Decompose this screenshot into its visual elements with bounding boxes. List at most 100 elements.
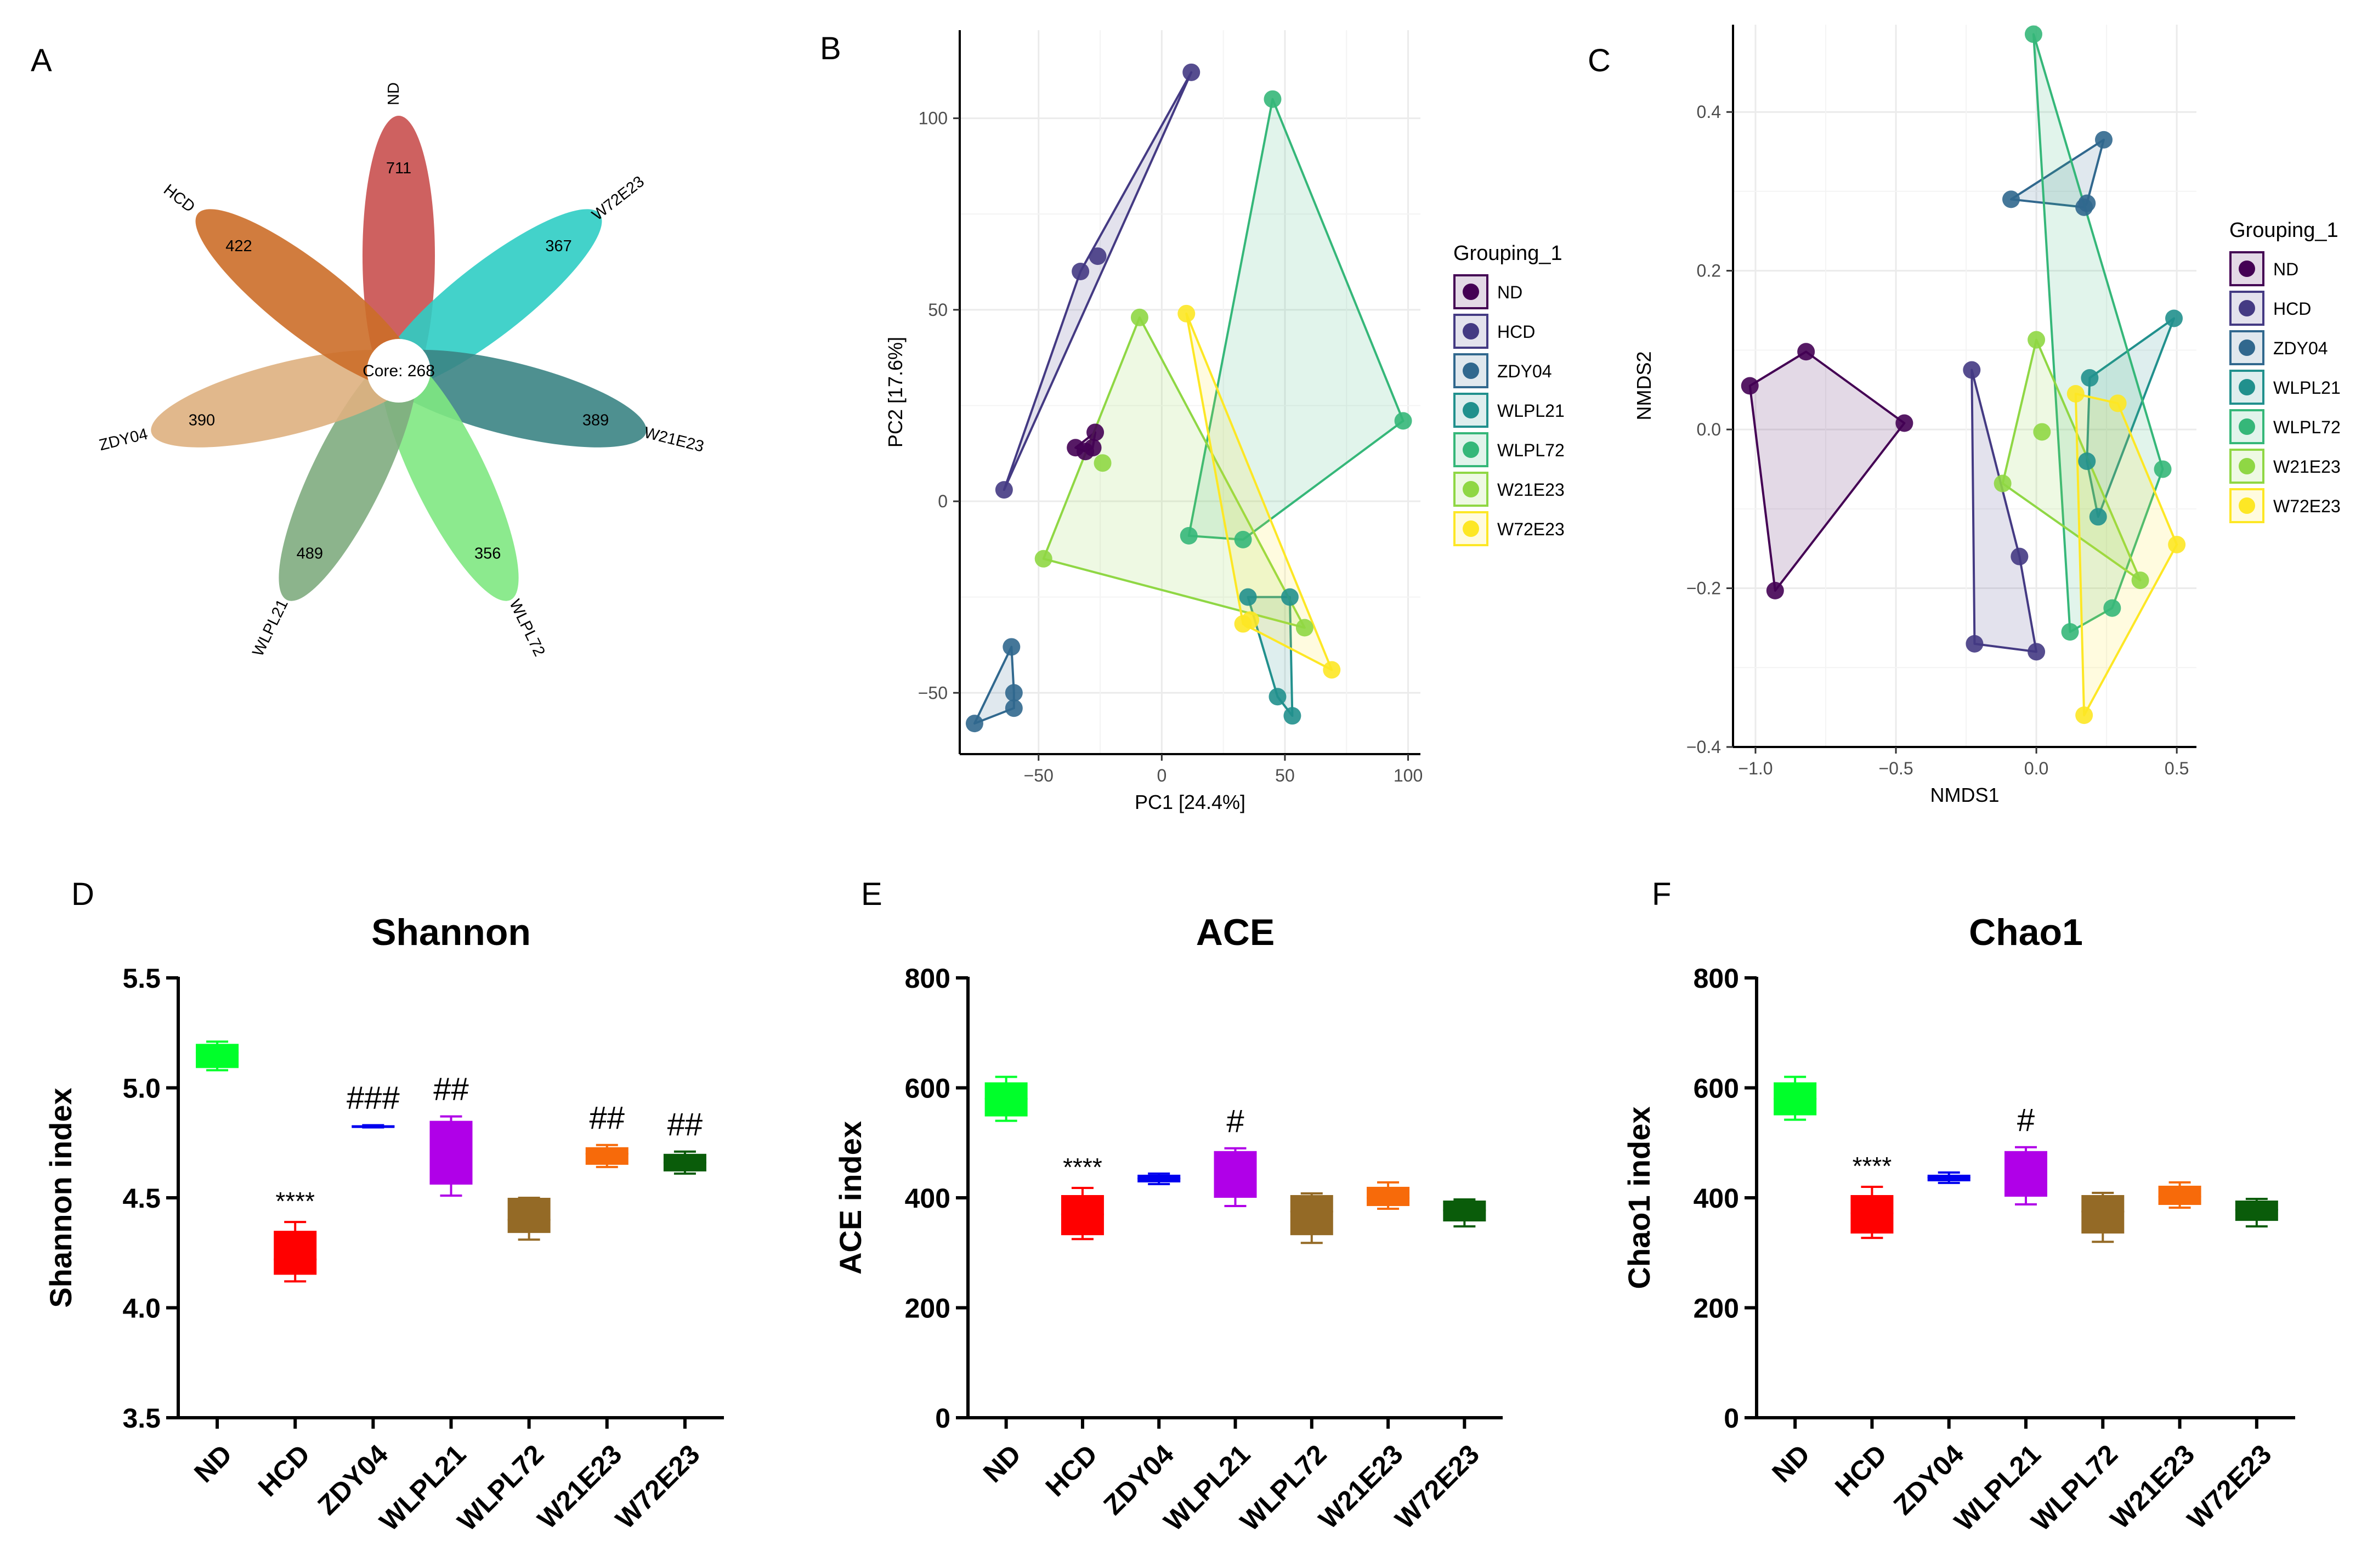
nmds-legend-label-w21e23: W21E23 (2273, 457, 2341, 477)
pca-point-wlpl72 (1264, 90, 1282, 108)
ace-box-wlpl21 (1214, 1151, 1257, 1198)
nmds-legend-dot-w72e23 (2239, 497, 2255, 514)
chao1-y-tick-label: 600 (1694, 1073, 1739, 1104)
venn-count-wlpl21: 489 (297, 545, 323, 563)
ace-box-w21e23 (1367, 1186, 1410, 1207)
pca-x-label: PC1 [24.4%] (1135, 791, 1245, 813)
pca-legend-label-w72e23: W72E23 (1497, 519, 1565, 539)
nmds-point-hcd (2028, 643, 2046, 661)
ace-annotation-wlpl21: # (1226, 1103, 1244, 1139)
pca-point-wlpl72 (1180, 527, 1198, 545)
pca-legend-title: Grouping_1 (1453, 242, 1562, 265)
pca-x-tick-label: 100 (1394, 766, 1423, 785)
nmds-point-wlpl21 (2078, 452, 2096, 470)
shannon-title: Shannon (371, 912, 531, 953)
venn-core-label: Core: 268 (363, 362, 435, 380)
pca-y-tick-label: −50 (918, 683, 948, 703)
pca-point-hcd (1182, 63, 1201, 81)
nmds-point-w72e23 (2075, 706, 2093, 724)
pca-legend-dot-w21e23 (1463, 481, 1479, 497)
shannon-annotation-zdy04: ### (347, 1080, 400, 1116)
pca-hull-w72e23 (1185, 312, 1333, 671)
nmds-point-nd (1741, 377, 1759, 395)
nmds-legend-dot-zdy04 (2239, 339, 2255, 356)
pca-point-wlpl21 (1269, 688, 1287, 706)
pca-point-wlpl21 (1283, 707, 1301, 725)
pca-legend-key-zdy04 (1453, 353, 1488, 388)
pca-legend-label-wlpl21: WLPL21 (1497, 401, 1565, 421)
ace-x-tick-label-nd: ND (977, 1439, 1027, 1488)
nmds-point-nd (1797, 343, 1815, 361)
nmds-legend-label-nd: ND (2273, 259, 2298, 279)
pca-y-tick-label: 100 (919, 109, 948, 128)
nmds-y-tick-label: 0.4 (1697, 102, 1721, 122)
shannon-x-tick-label-wlpl21: WLPL21 (373, 1439, 472, 1537)
chao1-y-tick-label: 0 (1724, 1403, 1739, 1434)
pca-y-tick-label: 0 (938, 491, 948, 511)
pca-point-wlpl21 (1239, 588, 1257, 606)
shannon-box-wlpl21 (429, 1120, 473, 1185)
pca-hull-hcd (1003, 71, 1193, 491)
nmds-legend-dot-wlpl21 (2239, 379, 2255, 395)
shannon-annotation-w21e23: ## (590, 1100, 625, 1136)
ace-x-tick-label-hcd: HCD (1040, 1439, 1103, 1502)
venn-label-zdy04: ZDY04 (97, 425, 149, 454)
ace-x-tick-label-w21e23: W21E23 (1313, 1439, 1409, 1535)
ace-y-tick-label: 600 (905, 1073, 950, 1104)
nmds-legend-label-wlpl21: WLPL21 (2273, 378, 2341, 398)
pca-point-wlpl21 (1281, 588, 1299, 606)
pca-plot-area (960, 30, 1420, 754)
venn-petal-hcd (195, 209, 421, 391)
pca-legend-dot-w72e23 (1463, 520, 1479, 537)
pca-point-w72e23 (1323, 661, 1341, 679)
nmds-legend-dot-hcd (2239, 300, 2255, 316)
shannon-y-label: Shannon index (43, 1088, 78, 1307)
pca-point-hcd (995, 481, 1013, 499)
venn-petal-w72e23 (377, 209, 602, 391)
panel-letter-b: B (820, 31, 841, 66)
ace-y-tick-label: 800 (905, 963, 950, 994)
venn-count-hcd: 422 (225, 237, 252, 255)
ace-annotation-hcd: **** (1063, 1153, 1102, 1181)
nmds-point-zdy04 (2078, 194, 2096, 212)
nmds-legend-dot-nd (2239, 261, 2255, 277)
nmds-point-w21e23 (2028, 331, 2046, 349)
venn-label-w72e23: W72E23 (589, 173, 648, 224)
nmds-point-wlpl72 (2103, 599, 2121, 617)
nmds-legend-label-wlpl72: WLPL72 (2273, 417, 2341, 437)
pca-point-hcd (1072, 263, 1090, 280)
pca-x-tick-label: 50 (1275, 766, 1295, 785)
venn-label-w21e23: W21E23 (642, 424, 706, 456)
nmds-point-wlpl21 (2081, 369, 2099, 387)
chao1-y-tick-label: 400 (1694, 1183, 1739, 1214)
nmds-x-tick-label: −1.0 (1738, 758, 1773, 778)
nmds-point-zdy04 (2002, 190, 2020, 208)
ace-y-tick-label: 0 (935, 1403, 950, 1434)
pca-point-nd (1084, 439, 1102, 457)
shannon-box-w21e23 (585, 1147, 628, 1165)
shannon-x-tick-label-hcd: HCD (252, 1439, 316, 1502)
shannon-y-tick-label: 5.0 (122, 1073, 161, 1104)
shannon-x-tick-label-w72e23: W72E23 (609, 1439, 705, 1535)
pca-legend-dot-nd (1463, 284, 1479, 300)
shannon-y-tick-label: 3.5 (122, 1403, 161, 1434)
venn-petal-zdy04 (151, 349, 423, 448)
chao1-title: Chao1 (1969, 912, 2083, 953)
shannon-x-tick-label-nd: ND (188, 1439, 238, 1488)
venn-count-nd: 711 (386, 160, 411, 177)
nmds-point-nd (1766, 581, 1784, 599)
ace-title: ACE (1196, 912, 1275, 953)
pca-point-wlpl72 (1394, 412, 1412, 430)
ace-y-tick-label: 200 (905, 1293, 950, 1324)
pca-point-hcd (1089, 247, 1107, 265)
chao1-box-w72e23 (2235, 1201, 2278, 1221)
venn-label-wlpl72: WLPL72 (506, 597, 548, 659)
nmds-legend-label-hcd: HCD (2273, 299, 2311, 319)
chao1-x-tick-label-wlpl72: WLPL72 (2025, 1439, 2123, 1537)
chao1-y-label: Chao1 index (1622, 1107, 1656, 1289)
pca-point-zdy04 (1005, 699, 1023, 717)
shannon-y-tick-label: 4.0 (122, 1293, 161, 1324)
shannon-box-nd (196, 1044, 239, 1068)
